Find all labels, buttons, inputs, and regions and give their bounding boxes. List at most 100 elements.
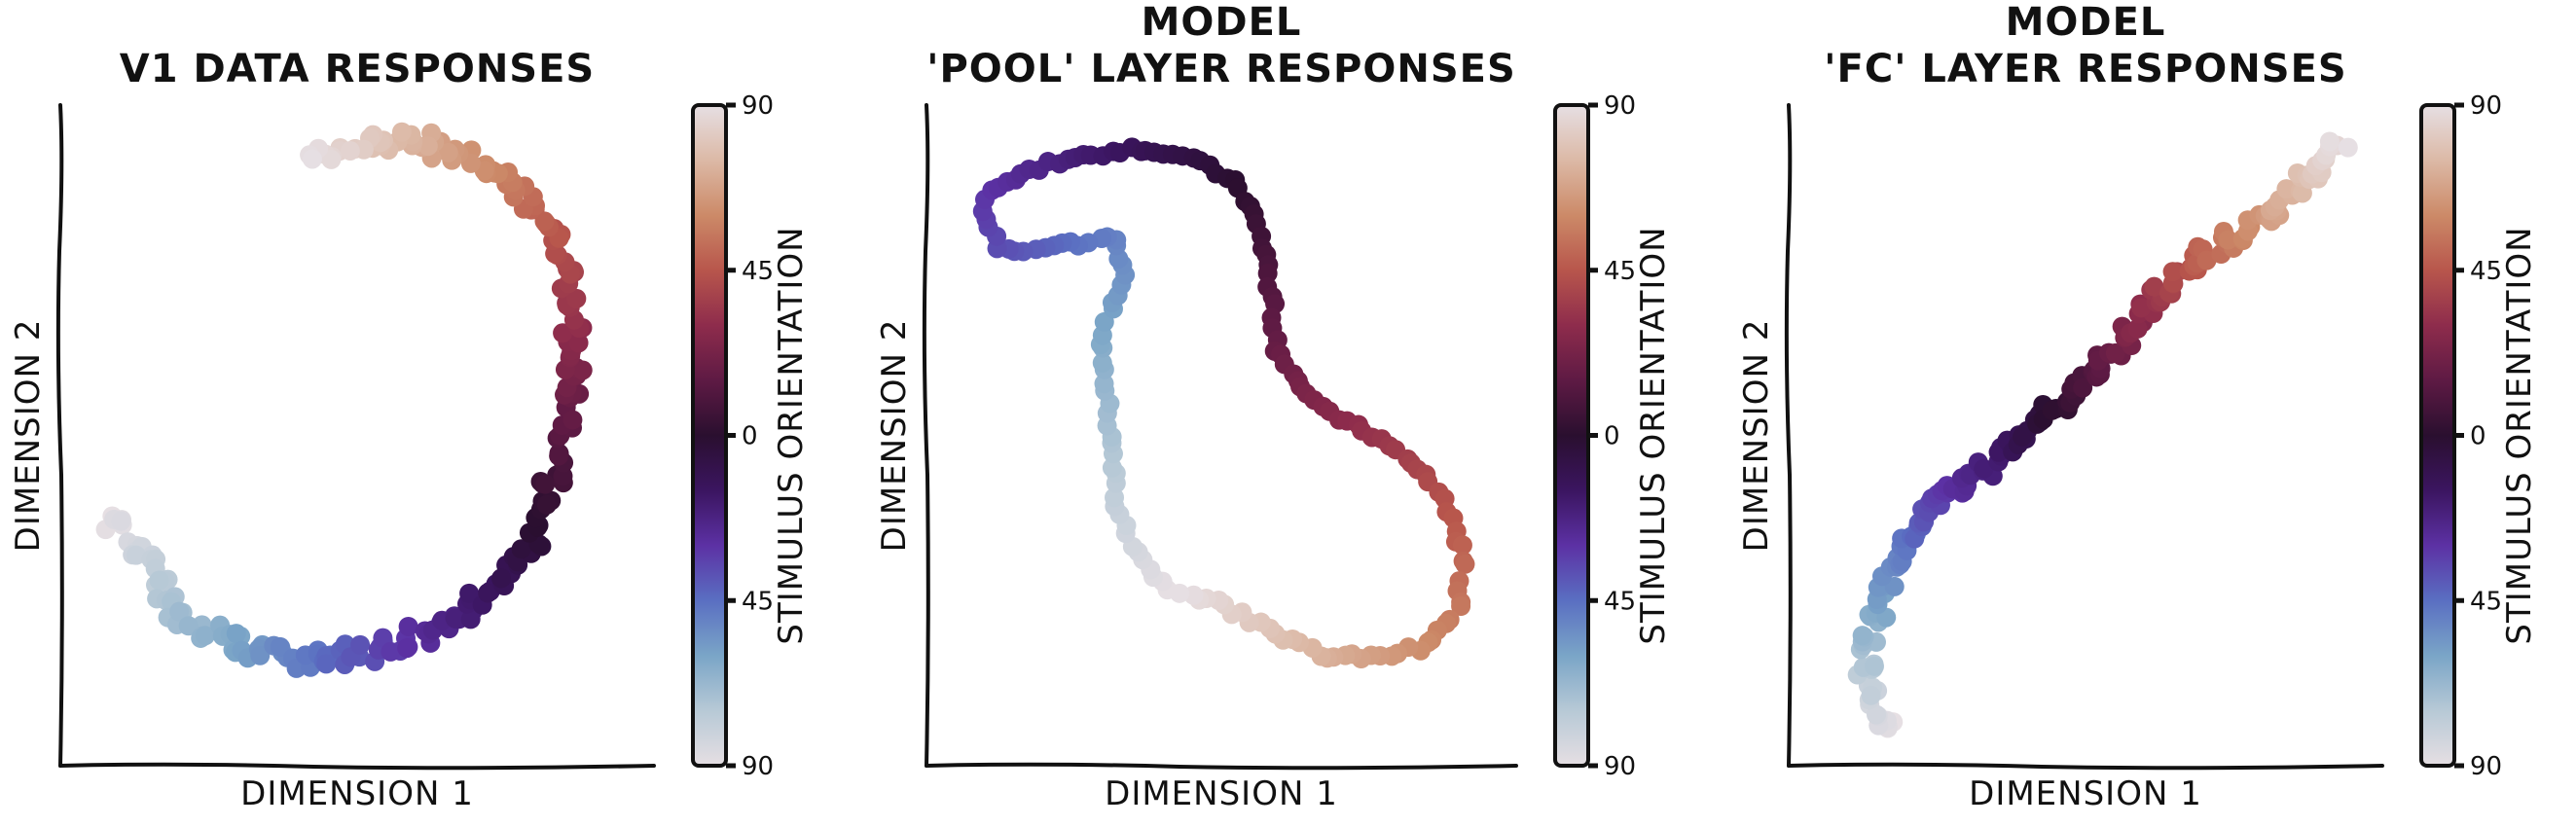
colorbar-tick-label: 45 [1604,587,1636,616]
scatter-point [316,654,337,674]
scatter-point [1094,374,1114,394]
x-axis-label: DIMENSION 1 [1969,774,2202,813]
colorbar-tick-label: 90 [2470,752,2502,781]
colorbar-tick-label: 90 [1604,91,1636,121]
scatter-point [1257,263,1278,283]
colorbar-tick-label: 0 [1604,422,1620,451]
scatter-point [169,601,190,622]
scatter-point [566,288,587,308]
scatter-point [1102,457,1122,478]
scatter-point [478,583,498,603]
colorbar [2421,105,2454,766]
panel-2: MODEL'POOL' LAYER RESPONSES DIMENSION 1 DI… [875,0,1673,813]
scatter-point [1170,583,1190,603]
scatter-point [381,641,401,662]
colorbar-tick-label: 45 [2470,587,2502,616]
x-axis-label: DIMENSION 1 [1105,774,1338,813]
scatter-point [417,136,438,157]
scatter-point [2105,342,2125,363]
colorbar-tick-label: 45 [742,257,774,286]
scatter-point [321,149,342,169]
x-axis-label: DIMENSION 1 [240,774,474,813]
scatter-point [302,149,322,169]
y-axis-spine [922,103,930,768]
colorbar-tick-label: 90 [742,91,774,121]
colorbar-label: STIMULUS ORIENTATION [2500,226,2539,644]
scatter-point [2042,400,2062,420]
scatter-point [2319,131,2340,152]
scatter-point [459,583,480,603]
colorbar-tick-label: 0 [2470,422,2486,451]
chart-title: 'POOL' LAYER RESPONSES [926,47,1516,91]
y-axis-label: DIMENSION 2 [9,319,48,553]
scatter-point [491,568,512,589]
colorbar-tick-label: 45 [2470,257,2502,286]
colorbar-tick-label: 0 [742,422,758,451]
scatter-point [270,636,290,657]
scatter-point [1867,704,1887,725]
x-axis-spine [1787,762,2384,771]
y-axis-label: DIMENSION 2 [1737,319,1776,553]
scatter-point [2073,378,2093,398]
scatter-point [1451,596,1471,617]
scatter-point [2013,426,2033,447]
scatter-point [2338,137,2358,158]
scatter-point [511,539,531,559]
x-axis-spine [58,762,656,771]
scatter-point [340,140,360,161]
colorbar [1555,105,1588,766]
scatter-point [126,545,146,565]
scatter-point [398,616,418,636]
colorbar-tick-label: 90 [1604,752,1636,781]
scatter-point [2162,262,2183,282]
colorbar-label: STIMULUS ORIENTATION [772,226,811,644]
scatter-point [572,360,593,380]
chart-title: MODEL [1142,0,1302,45]
scatter-point [438,142,458,162]
scatter-point [178,616,199,636]
scatter-point [391,122,412,142]
colorbar-tick-label: 90 [742,752,774,781]
chart-title: 'FC' LAYER RESPONSES [1824,47,2346,91]
scatter-point [1452,535,1472,556]
y-axis-label: DIMENSION 2 [875,319,914,553]
scatter-point [535,474,556,494]
chart-title: MODEL [2006,0,2166,45]
scatter-point [562,410,583,430]
scatter-point [111,511,131,531]
scatter-point [250,645,271,665]
scatter-point [2218,230,2238,250]
panel-1: V1 DATA RESPONSES DIMENSION 1 DIMENSION 2 9… [9,47,811,813]
scatter-point [1092,352,1112,373]
scatter-point [445,608,465,629]
y-axis-spine [55,103,64,768]
colorbar [693,105,726,766]
scatter-point [350,634,371,655]
colorbar-tick-label: 45 [1604,257,1636,286]
scatter-point [226,624,246,644]
scatter-point [553,323,573,343]
colorbar-tick-label: 45 [742,587,774,616]
scatter-point [536,494,557,515]
scatter-point [1105,487,1125,508]
colorbar-label: STIMULUS ORIENTATION [1634,226,1673,644]
scatter-point [1852,626,1872,646]
y-axis-spine [1784,103,1793,768]
scatter-point [2144,276,2164,297]
scatter-point [534,211,555,232]
scatter-point [1455,554,1475,574]
scatter-point [460,609,481,629]
scatter-point [195,626,215,646]
colorbar-tick-label: 90 [2470,91,2502,121]
scatter-point [149,570,169,591]
scatter-point [1864,656,1884,676]
scatter-point [397,638,417,659]
scatter-point [2196,250,2217,270]
scatter-point [1974,458,1994,479]
scatter-point [549,446,569,466]
scatter-point [568,333,589,353]
chart-title: V1 DATA RESPONSES [120,47,596,91]
scatter-point [2131,298,2152,318]
x-axis-spine [925,762,1518,771]
